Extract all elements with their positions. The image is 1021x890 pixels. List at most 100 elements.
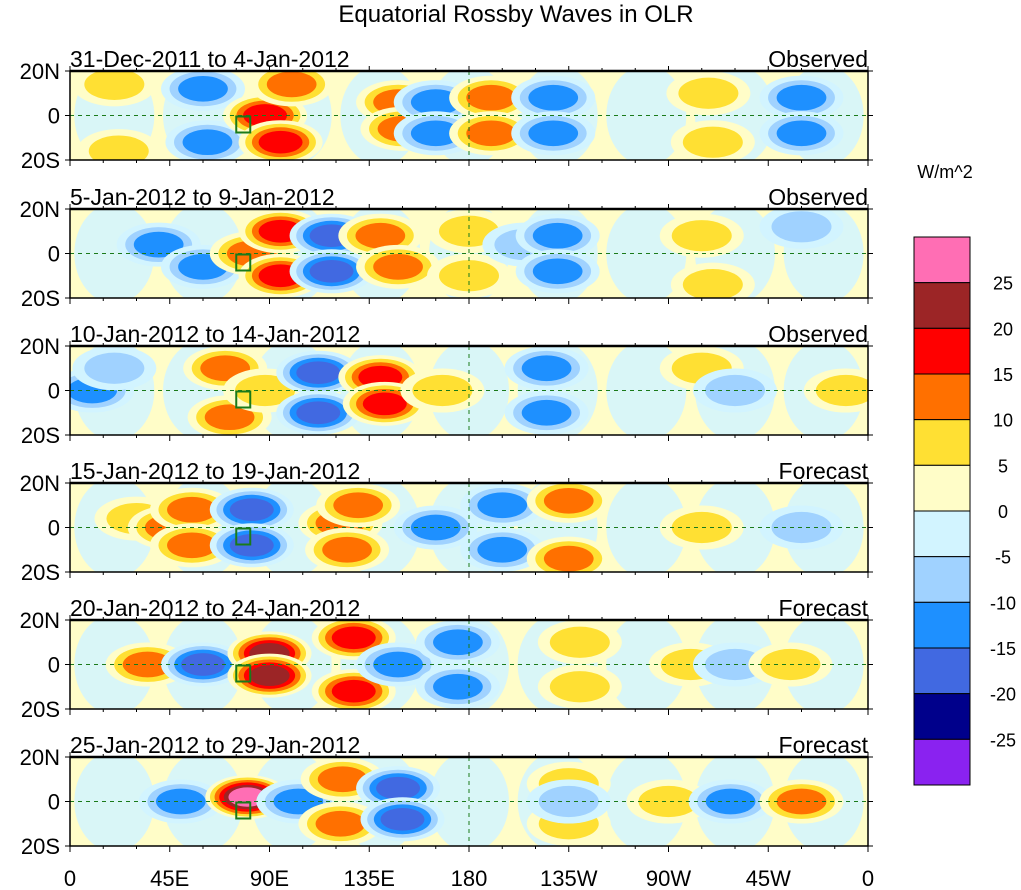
- anomaly-blob: [511, 75, 596, 120]
- colorbar-label: -5: [995, 548, 1011, 568]
- anomaly-blob: [537, 664, 622, 709]
- panel-period: 25-Jan-2012 to 29-Jan-2012: [70, 732, 360, 758]
- anomaly-blob: [670, 120, 755, 160]
- x-tick-label: 45W: [746, 866, 791, 890]
- anomaly-blob: [72, 346, 157, 391]
- x-tick-label: 90W: [646, 866, 691, 890]
- colorbar-label: 10: [993, 411, 1013, 431]
- region-box: [235, 390, 252, 409]
- colorbar-swatch: [913, 282, 971, 329]
- colorbar: W/m^2 25 20 15 10 5 0 -5 -10 -15 -20 -25: [913, 162, 1016, 786]
- anomaly-blob: [276, 350, 361, 395]
- x-tick-label: 135E: [344, 866, 395, 890]
- anomaly-blob: [460, 483, 545, 528]
- y-tick-label: 0: [48, 653, 60, 678]
- anomaly-blob: [526, 536, 611, 572]
- anomaly-blob: [149, 487, 234, 532]
- anomaly-blob: [209, 523, 294, 568]
- panel: 20N 0 20S 15-Jan-2012 to 19-Jan-2012 Forecas…: [20, 458, 873, 585]
- contour-level: [410, 89, 461, 116]
- contour-level: [771, 211, 832, 243]
- colorbar-swatch: [913, 373, 971, 421]
- contour-level: [322, 536, 372, 563]
- region-box: [235, 253, 252, 272]
- colorbar-swatch: [913, 647, 971, 695]
- panel-status: Observed: [768, 321, 868, 347]
- anomaly-blob: [515, 249, 600, 294]
- contour-level: [296, 361, 341, 385]
- contour-level: [331, 626, 376, 650]
- anomaly-blob: [449, 75, 534, 120]
- anomaly-blob: [76, 129, 161, 160]
- colorbar-swatch: [913, 327, 971, 375]
- contour-level: [229, 498, 274, 522]
- colorbar-label: -20: [990, 685, 1016, 705]
- anomaly-blob: [149, 523, 234, 568]
- panel: 20N 0 20S 10-Jan-2012 to 14-Jan-2012 Observe…: [20, 321, 873, 448]
- contour-level: [258, 130, 303, 154]
- colorbar-label: -15: [990, 639, 1016, 659]
- colorbar-label: 15: [993, 365, 1013, 385]
- colorbar-swatch: [913, 738, 971, 786]
- contour-level: [433, 629, 483, 656]
- contour-level: [549, 626, 610, 658]
- contour-level: [380, 807, 425, 831]
- anomaly-blob: [276, 390, 361, 435]
- contour-level: [229, 533, 274, 557]
- contour-level: [410, 514, 461, 541]
- colorbar-label: 25: [993, 274, 1013, 294]
- anomaly-blob: [161, 642, 245, 687]
- contour-level: [249, 665, 290, 686]
- anomaly-blob: [356, 244, 441, 289]
- x-tick-label: 0: [64, 866, 76, 890]
- contour-level: [376, 776, 421, 800]
- colorbar-swatch: [913, 236, 971, 284]
- anomaly-blob: [360, 797, 445, 842]
- contour-level: [167, 496, 217, 523]
- contour-level: [433, 673, 483, 700]
- contour-level: [521, 355, 572, 382]
- weak-anomaly: [74, 757, 155, 846]
- anomaly-blob: [356, 766, 441, 811]
- contour-level: [84, 352, 145, 384]
- panel-period: 31-Dec-2011 to 4-Jan-2012: [70, 46, 350, 72]
- contour-level: [178, 75, 228, 102]
- y-tick-label: 0: [48, 104, 60, 129]
- anomaly-field: [74, 620, 864, 709]
- y-tick-label: 0: [48, 516, 60, 541]
- contour-level: [682, 126, 743, 158]
- y-tick-label: 0: [48, 242, 60, 267]
- anomaly-blob: [659, 505, 744, 550]
- y-tick-label: 20N: [20, 334, 60, 359]
- anomaly-blob: [759, 111, 844, 156]
- anomaly-blob: [305, 527, 390, 572]
- contour-level: [528, 84, 579, 111]
- contour-level: [362, 392, 407, 416]
- anomaly-blob: [400, 368, 485, 413]
- contour-level: [167, 532, 217, 559]
- contour-level: [373, 253, 423, 280]
- anomaly-blob: [393, 505, 478, 550]
- contour-level: [776, 120, 827, 147]
- panel: 20N 0 20S 25-Jan-2012 to 29-Jan-2012 Forecas…: [20, 732, 873, 859]
- anomaly-blob: [666, 71, 751, 116]
- contour-level: [204, 404, 255, 431]
- anomaly-blob: [161, 71, 245, 111]
- anomaly-blob: [659, 213, 744, 258]
- panel: 20N 0 20S 5-Jan-2012 to 9-Jan-2012 Observed: [20, 184, 873, 311]
- region-box: [235, 115, 252, 134]
- anomaly-blob: [338, 213, 423, 258]
- y-tick-label: 20N: [20, 471, 60, 496]
- anomaly-blob: [227, 653, 312, 698]
- contour-level: [181, 653, 225, 676]
- contour-level: [155, 788, 206, 815]
- contour-level: [266, 71, 317, 98]
- anomaly-blob: [72, 71, 157, 107]
- colorbar-label: -25: [990, 730, 1016, 750]
- x-axis: 0 45E 90E 135E 180 135W 90W 45W 0: [64, 866, 874, 890]
- x-tick-label: 90E: [250, 866, 289, 890]
- contour-level: [776, 84, 827, 111]
- colorbar-swatch: [913, 510, 971, 558]
- contour-level: [682, 269, 743, 298]
- contour-level: [466, 120, 517, 147]
